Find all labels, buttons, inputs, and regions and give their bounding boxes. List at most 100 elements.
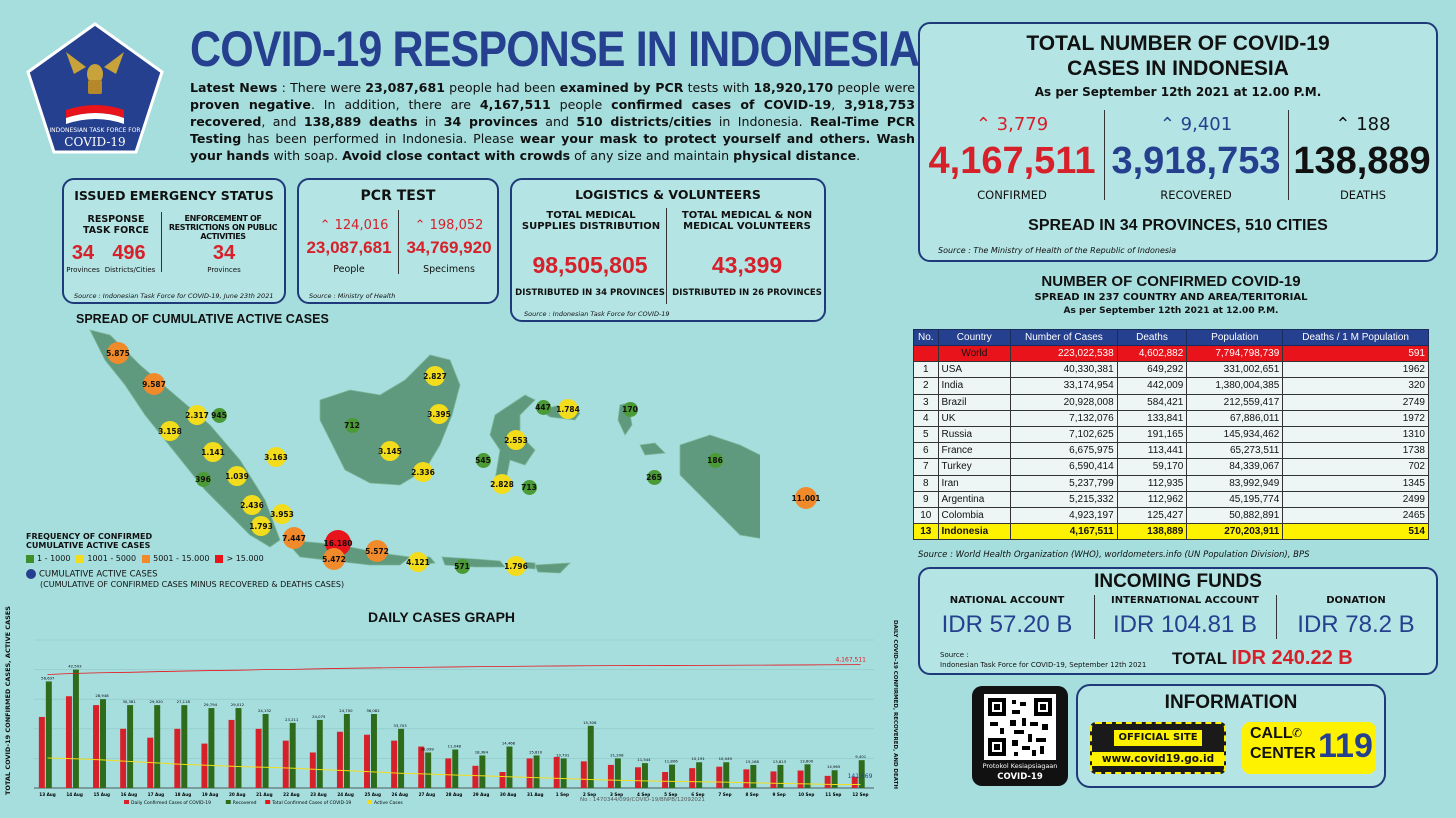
chart-legend-swatch (265, 800, 271, 804)
recovered-label: RECOVERED (1160, 188, 1232, 202)
recovered-bar (669, 764, 676, 788)
chart-legend-swatch (367, 800, 372, 804)
call-number: 119 (1318, 727, 1373, 765)
recovered-data-label: 10,191 (691, 756, 705, 761)
recovered-bar (371, 714, 377, 788)
map-case-marker: 1.039 (225, 466, 249, 486)
table-row: 10 Colombia 4,923,197 125,427 50,882,891 2465 (913, 506, 1429, 525)
page-title: COVID-19 RESPONSE IN INDONESIA (190, 21, 920, 77)
map-case-marker: 713 (521, 479, 537, 495)
logo-text-bottom: COVID-19 (64, 135, 125, 149)
emergency-source: Source : Indonesian Task Force for COVID… (74, 292, 274, 300)
confirmed-bar (391, 740, 398, 788)
confirmed-bar (93, 705, 100, 788)
official-site-label: OFFICIAL SITE (1114, 730, 1202, 746)
x-tick-label: 25 Aug (364, 792, 381, 797)
table-row: 3 Brazil 20,928,008 584,421 212,559,417 2749 (913, 393, 1429, 411)
x-tick-label: 18 Aug (175, 792, 192, 797)
recovered-data-label: 29,794 (204, 702, 218, 707)
map-case-marker: 186 (707, 452, 723, 468)
legend-items: 1 - 1000 1001 - 5000 5001 - 15.000 > 15.000 (26, 554, 344, 563)
x-tick-label: 10 Sep (798, 792, 814, 797)
table-cell: 2749 (1282, 393, 1429, 411)
totals-title-line2: CASES IN INDONESIA (1067, 57, 1289, 80)
table-cell: 514 (1282, 523, 1429, 541)
confirmed-bar (716, 766, 723, 788)
table-cell: 270,203,911 (1186, 523, 1284, 541)
recovered-data-label: 29,920 (150, 699, 164, 704)
map-case-marker: 1.141 (201, 442, 225, 462)
x-tick-label: 20 Aug (229, 792, 246, 797)
table-cell: Argentina (937, 490, 1012, 508)
recovered-data-label: 24,075 (312, 714, 326, 719)
total-confirmed-line (47, 664, 861, 675)
table-cell: Colombia (937, 506, 1012, 525)
recovered-data-label: 18,384 (475, 749, 489, 754)
table-cell: 5 (913, 425, 939, 444)
map-case-marker: 2.553 (504, 430, 528, 450)
donation-label: DONATION (1326, 595, 1386, 606)
call-center-button[interactable]: CALL ✆ CENTER 119 (1242, 722, 1376, 774)
table-cell: 584,421 (1116, 393, 1188, 411)
confirmed-bar (770, 771, 777, 788)
confirmed-bar (607, 764, 614, 788)
x-tick-label: 11 Sep (825, 792, 841, 797)
world-title: NUMBER OF CONFIRMED COVID-19 (1041, 273, 1301, 290)
table-cell: 212,559,417 (1186, 393, 1284, 411)
information-panel: INFORMATION OFFICIAL SITE www.covid19.go… (1076, 684, 1386, 788)
totals-source: Source : The Ministry of Health of the R… (938, 246, 1177, 255)
up-arrow-icon: ⌃ (319, 218, 331, 233)
confirmed-bar (743, 769, 750, 788)
confirmed-bar (282, 740, 289, 788)
map-case-marker: 2.436 (240, 495, 264, 515)
legend-item: > 15.000 (215, 554, 264, 563)
national-account-label: NATIONAL ACCOUNT (949, 595, 1065, 606)
chart-legend-label: Recovered (233, 800, 257, 806)
x-tick-label: 22 Aug (283, 792, 300, 797)
recovered-data-label: 28,948 (95, 693, 109, 698)
qr-caption-2: COVID-19 (997, 772, 1043, 782)
table-cell: 138,889 (1116, 523, 1188, 541)
x-tick-label: 16 Aug (121, 792, 138, 797)
confirmed-label: CONFIRMED (977, 188, 1047, 202)
recovered-bar (425, 752, 432, 788)
table-cell: 33,174,954 (1010, 377, 1118, 395)
recovered-data-label: 30,361 (122, 699, 136, 704)
map-case-marker: 3.953 (270, 504, 294, 524)
confirmed-bar (65, 696, 72, 788)
pcr-people-increase: ⌃ 124,016 (319, 218, 389, 233)
recovered-data-label: 56,637 (41, 675, 55, 680)
confirmed-bar (553, 756, 560, 788)
map-case-marker: 2.336 (411, 462, 435, 482)
logistics-panel: LOGISTICS & VOLUNTEERS TOTAL MEDICAL SUP… (510, 178, 826, 322)
table-cell: 2465 (1282, 506, 1429, 525)
legend-item: 1001 - 5000 (76, 554, 136, 563)
phone-icon: ✆ (1292, 726, 1303, 740)
recovered-bar (614, 758, 621, 788)
table-cell: 1310 (1282, 425, 1429, 444)
x-tick-label: 28 Aug (446, 792, 463, 797)
map-case-marker: 1.784 (556, 399, 580, 419)
funds-title: INCOMING FUNDS (1094, 571, 1262, 592)
recovered-bar (804, 764, 811, 788)
daily-cases-chart: 56,637 13 Aug 42,503 14 Aug 28,948 15 Aug 30,3… (14, 620, 904, 810)
map-case-marker: 3.163 (264, 447, 288, 467)
qr-code-card[interactable]: Protokol Kesiapsiagaan COVID-19 (972, 686, 1068, 786)
recovered-bar (398, 728, 405, 788)
table-cell: 1972 (1282, 409, 1429, 427)
table-cell: 4,602,882 (1116, 344, 1188, 363)
table-cell: 2499 (1282, 490, 1429, 508)
recovered-data-label: 36,082 (366, 708, 380, 713)
table-cell: 9 (913, 490, 939, 508)
official-site-url[interactable]: www.covid19.go.id (1092, 752, 1224, 766)
total-cases-panel: TOTAL NUMBER OF COVID-19 CASES IN INDONE… (918, 22, 1438, 262)
chart-legend-label: Total Confirmed Cases of COVID-19 (271, 800, 351, 806)
table-header-cell: Deaths / 1 M Population (1282, 329, 1429, 346)
enforcement-label: ENFORCEMENT OF RESTRICTIONS ON PUBLIC AC… (168, 214, 278, 241)
x-tick-label: 21 Aug (256, 792, 273, 797)
international-account-label: INTERNATIONAL ACCOUNT (1110, 595, 1259, 606)
recovered-data-label: 13,791 (556, 752, 570, 757)
table-header-cell: No. (913, 329, 939, 346)
official-site-button[interactable]: OFFICIAL SITE www.covid19.go.id (1090, 722, 1226, 774)
active-cases-line (47, 757, 861, 786)
